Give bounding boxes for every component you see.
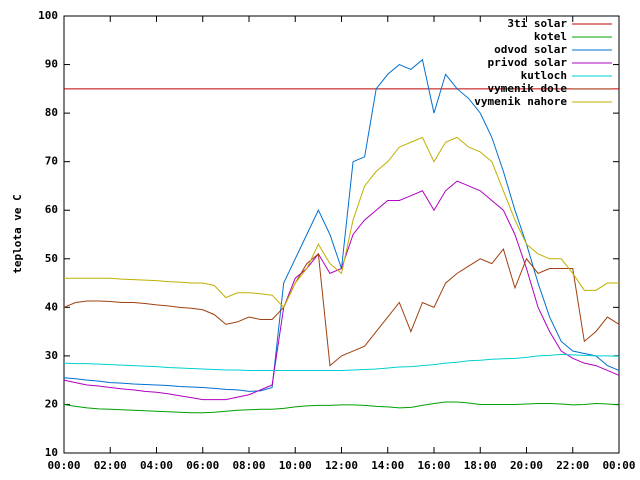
series-line: [63, 353, 620, 371]
y-axis-label: teplota ve C: [11, 194, 24, 273]
y-tick-label: 10: [45, 446, 58, 459]
x-tick-label: 04:00: [140, 459, 173, 472]
x-tick-label: 22:00: [556, 459, 589, 472]
y-tick-label: 60: [45, 203, 58, 216]
legend-label: kutloch: [521, 69, 567, 82]
y-tick-label: 90: [45, 58, 58, 71]
legend-label: vymenik nahore: [474, 95, 567, 108]
y-tick-label: 80: [45, 106, 58, 119]
x-tick-label: 02:00: [94, 459, 127, 472]
y-tick-label: 40: [45, 300, 58, 313]
y-tick-label: 50: [45, 252, 58, 265]
x-tick-label: 16:00: [417, 459, 450, 472]
x-tick-label: 14:00: [371, 459, 404, 472]
x-tick-label: 06:00: [186, 459, 219, 472]
y-tick-label: 100: [38, 9, 58, 22]
series-line: [63, 248, 620, 367]
x-tick-label: 10:00: [279, 459, 312, 472]
y-tick-label: 70: [45, 155, 58, 168]
series-line: [63, 180, 620, 401]
x-tick-label: 00:00: [602, 459, 635, 472]
legend-label: odvod solar: [494, 43, 567, 56]
legend-label: vymenik dole: [488, 82, 568, 95]
series-line: [63, 401, 620, 414]
y-tick-label: 20: [45, 397, 58, 410]
legend-label: privod solar: [488, 56, 568, 69]
x-tick-label: 12:00: [325, 459, 358, 472]
x-tick-label: 08:00: [232, 459, 265, 472]
legend-label: kotel: [534, 30, 567, 43]
series-line: [64, 136, 619, 309]
x-tick-label: 00:00: [47, 459, 80, 472]
x-tick-label: 18:00: [464, 459, 497, 472]
x-tick-label: 20:00: [510, 459, 543, 472]
legend-label: 3ti solar: [507, 17, 567, 30]
y-tick-label: 30: [45, 349, 58, 362]
